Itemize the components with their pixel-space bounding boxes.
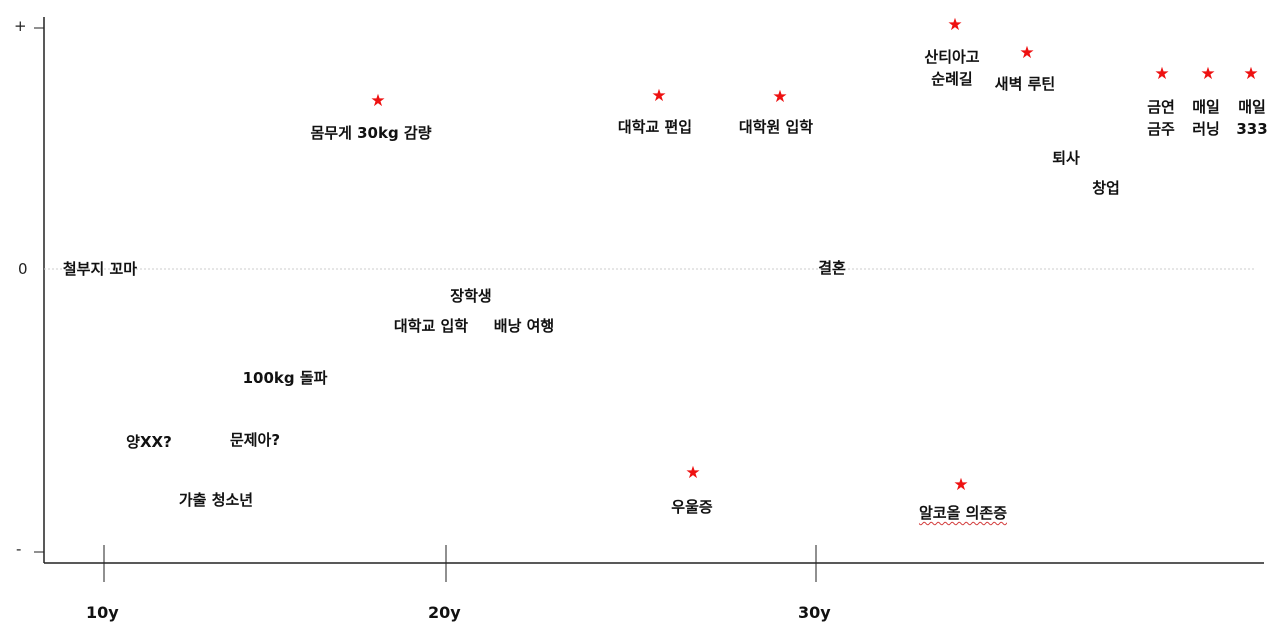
event-label-line: 장학생: [450, 287, 492, 305]
y-tick-bottom-label: -: [16, 540, 22, 558]
highlight-star-icon: ★: [370, 91, 386, 111]
event-label-line: 대학원 입학: [738, 118, 814, 136]
x-tick-label-30y: 30y: [798, 603, 831, 622]
event-label: 매일 333: [1236, 96, 1267, 140]
event-label-line: 매일: [1238, 98, 1266, 116]
event-label-line: 333: [1236, 120, 1268, 138]
event-label-line: 금연: [1147, 98, 1175, 116]
x-tick-label-10y: 10y: [86, 603, 119, 622]
event-label: 배낭 여행: [494, 315, 554, 337]
event-label-line: 양XX?: [126, 433, 172, 451]
event-label-line: 순례길: [931, 70, 973, 88]
event-label-line: 러닝: [1192, 120, 1220, 138]
event-label-line: 알코올 의존증: [918, 504, 1008, 522]
event-label-line: 100kg 돌파: [242, 369, 328, 387]
y-tick-zero-label: 0: [18, 260, 28, 278]
highlight-star-icon: ★: [651, 86, 667, 106]
event-label: 결혼: [818, 257, 846, 279]
event-label-line: 문제아?: [229, 431, 281, 449]
event-label: 퇴사: [1052, 147, 1080, 169]
event-label-line: 퇴사: [1052, 149, 1080, 167]
highlight-star-icon: ★: [953, 475, 969, 495]
event-label-line: 대학교 편입: [617, 118, 693, 136]
event-label: 알코올 의존증: [919, 502, 1007, 524]
highlight-star-icon: ★: [772, 87, 788, 107]
event-label-line: 새벽 루틴: [994, 75, 1056, 93]
event-label-line: 대학교 입학: [393, 317, 469, 335]
event-label: 문제아?: [230, 429, 280, 451]
event-label-line: 가출 청소년: [178, 491, 254, 509]
event-label-line: 창업: [1092, 179, 1120, 197]
highlight-star-icon: ★: [1019, 43, 1035, 63]
event-label: 우울증: [671, 496, 712, 518]
highlight-star-icon: ★: [947, 15, 963, 35]
event-label-line: 금주: [1147, 120, 1175, 138]
event-label: 100kg 돌파: [243, 367, 328, 389]
event-label: 장학생: [450, 285, 491, 307]
event-label: 대학교 입학: [394, 315, 468, 337]
event-label-line: 철부지 꼬마: [62, 260, 138, 278]
x-tick-label-20y: 20y: [428, 603, 461, 622]
event-label: 창업: [1092, 177, 1120, 199]
highlight-star-icon: ★: [1154, 64, 1170, 84]
y-tick-top-label: +: [14, 17, 27, 35]
event-label-line: 산티아고: [924, 48, 980, 66]
event-label-line: 몸무게 30kg 감량: [310, 124, 432, 142]
event-label: 가출 청소년: [179, 489, 253, 511]
event-label-line: 우울증: [671, 498, 713, 516]
highlight-star-icon: ★: [1243, 64, 1259, 84]
event-label-line: 배낭 여행: [493, 317, 555, 335]
event-label: 양XX?: [126, 431, 172, 453]
event-label-line: 매일: [1192, 98, 1220, 116]
event-label: 새벽 루틴: [995, 73, 1055, 95]
event-label: 대학원 입학: [739, 116, 813, 138]
event-label: 대학교 편입: [618, 116, 692, 138]
highlight-star-icon: ★: [685, 463, 701, 483]
event-label: 철부지 꼬마: [63, 258, 137, 280]
event-label: 몸무게 30kg 감량: [310, 122, 431, 144]
highlight-star-icon: ★: [1200, 64, 1216, 84]
event-label-line: 결혼: [818, 259, 846, 277]
